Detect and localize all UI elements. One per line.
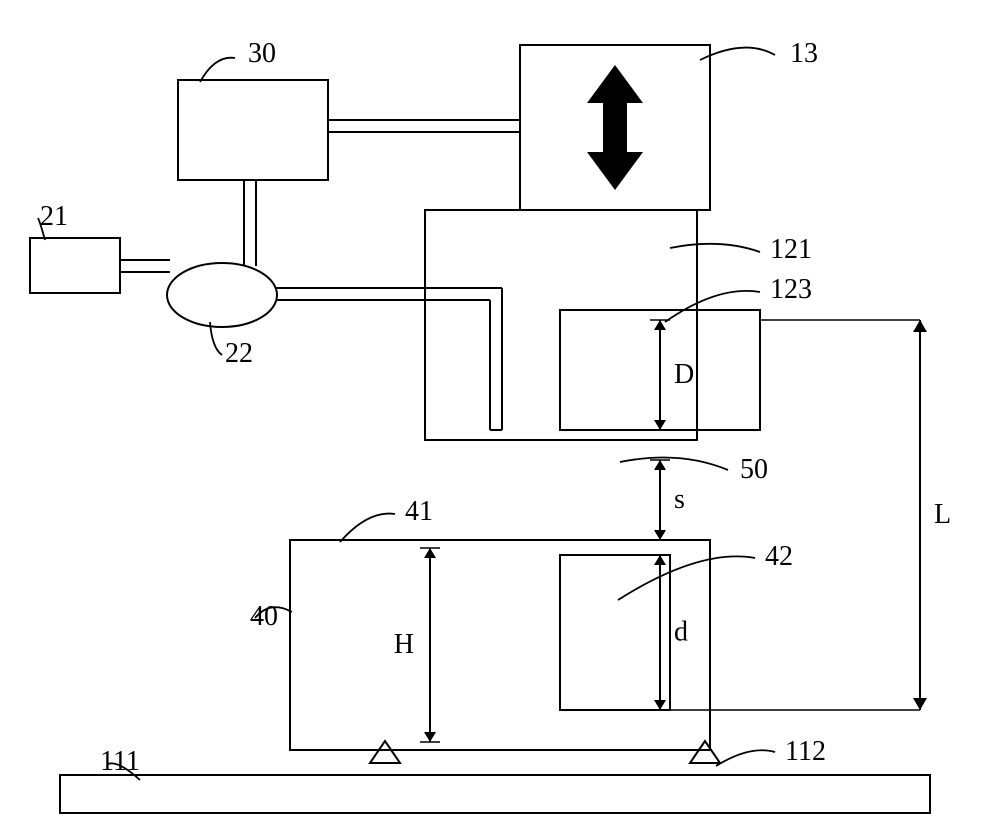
box-40 bbox=[290, 540, 710, 750]
box-21 bbox=[30, 238, 120, 293]
leader-41 bbox=[340, 514, 395, 542]
dim-H-label: H bbox=[394, 629, 414, 660]
dim-d-label: d bbox=[674, 617, 688, 648]
dim-L-label: L bbox=[934, 499, 951, 530]
support-right bbox=[690, 741, 720, 763]
label-121: 121 bbox=[770, 234, 812, 265]
label-22: 22 bbox=[225, 338, 253, 369]
dim-D-head-bot bbox=[654, 420, 666, 430]
dim-D-head-top bbox=[654, 320, 666, 330]
dim-s-head-bot bbox=[654, 530, 666, 540]
leader-30 bbox=[200, 58, 235, 82]
leader-42 bbox=[618, 556, 755, 600]
box-42 bbox=[560, 555, 670, 710]
label-111: 111 bbox=[100, 746, 140, 777]
leader-121 bbox=[670, 244, 760, 252]
label-42: 42 bbox=[765, 541, 793, 572]
leader-112 bbox=[716, 750, 775, 766]
dim-d-head-top bbox=[654, 555, 666, 565]
label-21: 21 bbox=[40, 201, 68, 232]
leader-50 bbox=[620, 458, 728, 471]
label-40: 40 bbox=[250, 601, 278, 632]
dim-s-label: s bbox=[674, 484, 685, 515]
label-41: 41 bbox=[405, 496, 433, 527]
leader-123 bbox=[665, 291, 760, 322]
dim-D-label: D bbox=[674, 359, 694, 390]
label-123: 123 bbox=[770, 274, 812, 305]
box-30 bbox=[178, 80, 328, 180]
ellipse-22 bbox=[167, 263, 277, 327]
base-bar bbox=[60, 775, 930, 813]
label-13: 13 bbox=[790, 38, 818, 69]
label-112: 112 bbox=[785, 736, 826, 767]
label-30: 30 bbox=[248, 38, 276, 69]
updown-arrow bbox=[587, 65, 643, 190]
dim-s-head-top bbox=[654, 460, 666, 470]
leader-13 bbox=[700, 48, 775, 60]
support-left bbox=[370, 741, 400, 763]
dim-d-head-bot bbox=[654, 700, 666, 710]
label-50: 50 bbox=[740, 454, 768, 485]
